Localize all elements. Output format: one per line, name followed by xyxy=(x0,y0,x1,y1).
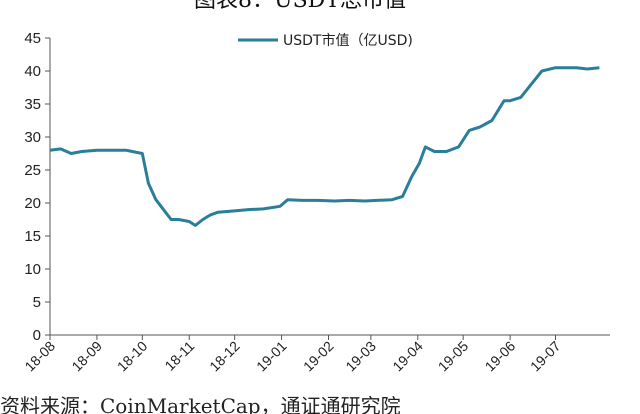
y-tick-label: 5 xyxy=(33,294,41,311)
x-tick-label: 18-12 xyxy=(206,338,243,375)
legend-label: USDT市值（亿USD) xyxy=(283,32,413,49)
y-tick-label: 25 xyxy=(24,162,41,179)
y-tick-group: 0 5 10 15 20 25 30 35 40 45 xyxy=(24,30,50,344)
series-line-usdt xyxy=(49,66,600,227)
chart-legend: USDT市值（亿USD) xyxy=(238,32,413,49)
x-tick-label: 18-10 xyxy=(114,338,151,375)
x-tick-label: 19-03 xyxy=(342,338,379,375)
x-tick-label: 19-07 xyxy=(527,338,564,375)
y-tick-label: 20 xyxy=(24,195,41,212)
chart-title: 图表8：USDT总市值 xyxy=(194,0,406,13)
x-tick-label: 19-05 xyxy=(435,338,472,375)
y-tick-label: 15 xyxy=(24,228,41,245)
source-note: 资料来源：CoinMarketCap，通证通研究院 xyxy=(0,394,401,414)
x-tick-label: 19-01 xyxy=(253,338,290,375)
y-tick-label: 30 xyxy=(24,129,41,146)
y-tick-label: 40 xyxy=(24,63,41,80)
x-tick-group: 18-08 18-09 18-10 18-11 18-12 19-01 19-02 19-03… xyxy=(21,335,564,375)
y-tick-label: 10 xyxy=(24,261,41,278)
y-tick-label: 35 xyxy=(24,96,41,113)
chart-axes xyxy=(49,38,610,336)
x-tick-label: 18-09 xyxy=(68,338,105,375)
x-tick-label: 19-02 xyxy=(300,338,337,375)
y-tick-label: 45 xyxy=(24,30,41,47)
y-tick-label: 0 xyxy=(33,327,41,344)
x-tick-label: 19-04 xyxy=(389,338,426,375)
x-tick-label: 18-11 xyxy=(161,338,197,374)
x-tick-label: 19-06 xyxy=(482,338,519,375)
